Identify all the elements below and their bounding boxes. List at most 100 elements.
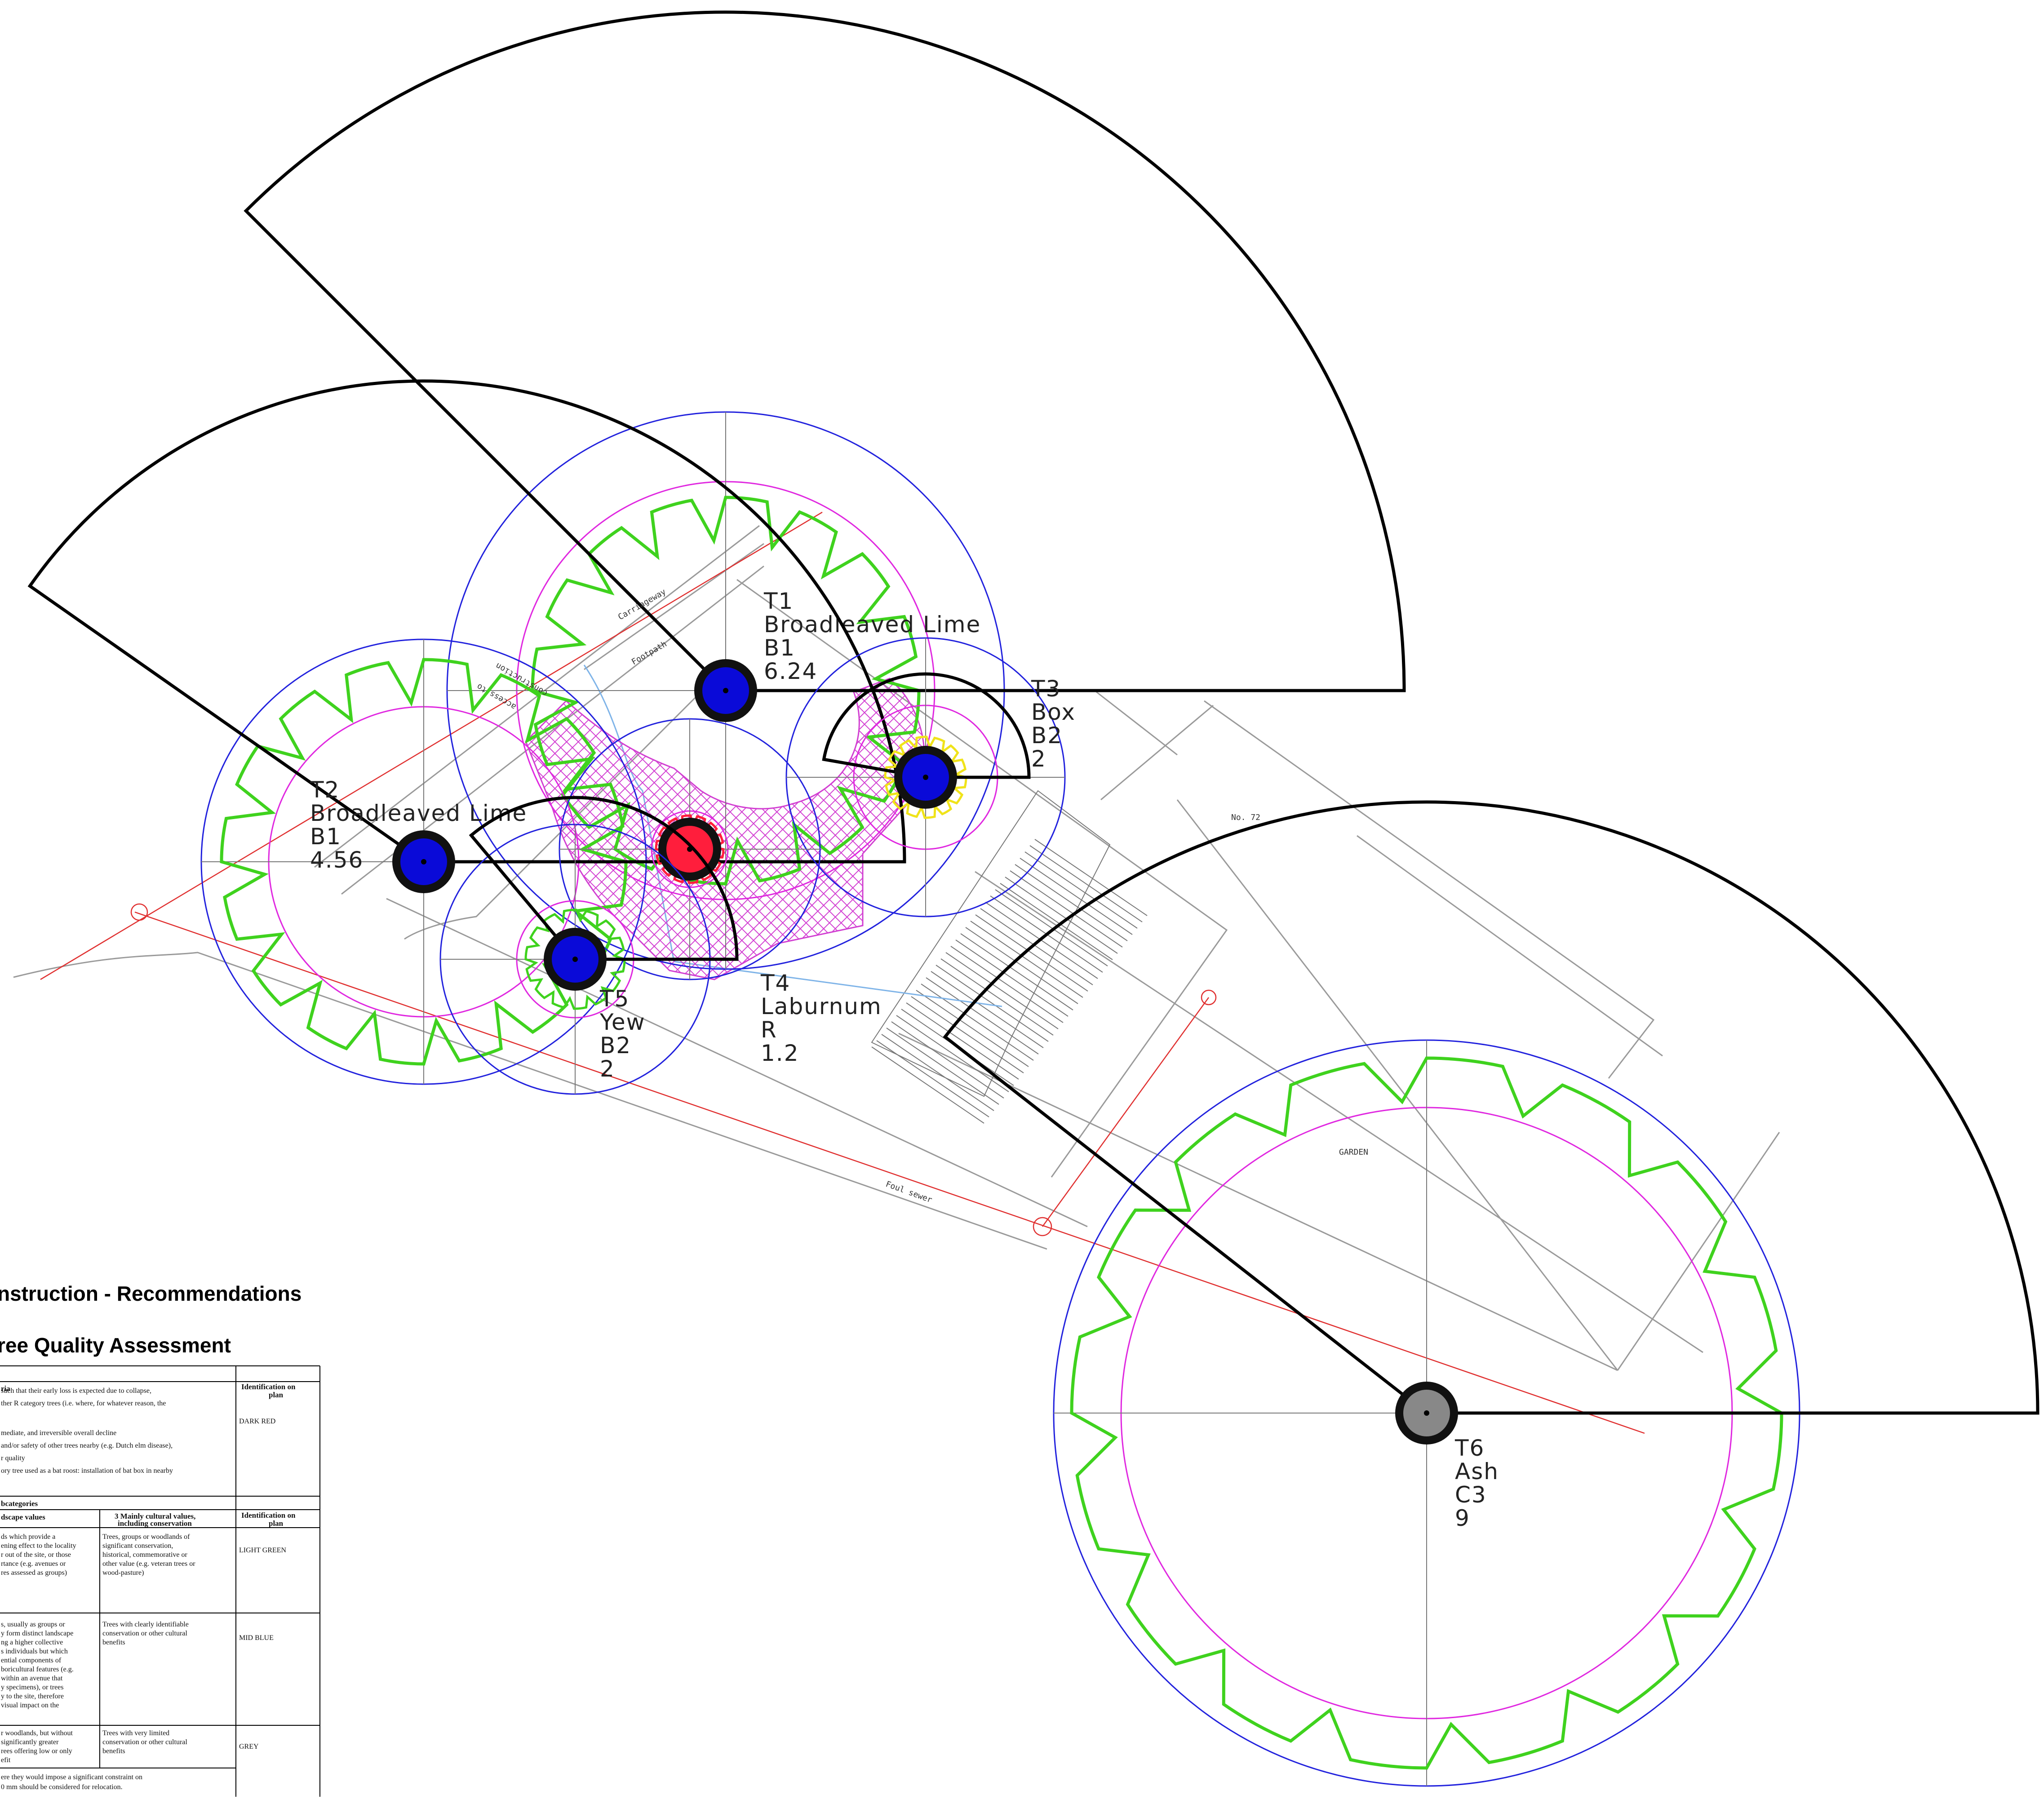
- service-lines: [40, 511, 1645, 1434]
- tree-label-id: T6: [1454, 1435, 1485, 1461]
- footpath-label: Footpath: [630, 639, 669, 667]
- row-0-id: LIGHT GREEN: [239, 1546, 286, 1554]
- col2-header: dscape values: [1, 1513, 45, 1521]
- site-linework: [13, 525, 1780, 1371]
- row-2-id: GREY: [239, 1743, 259, 1750]
- row-1-col2-line: within an avenue that: [1, 1675, 63, 1682]
- tree-label-id: T5: [599, 986, 630, 1012]
- r-id: DARK RED: [239, 1418, 275, 1425]
- tree-label-id: T4: [760, 970, 790, 996]
- row-2-col2-line: efit: [1, 1756, 11, 1764]
- tree-label-category: B2: [1031, 722, 1063, 749]
- tree-label-category: B1: [764, 635, 795, 661]
- garden-label: GARDEN: [1339, 1148, 1368, 1157]
- r-criteria-line: mediate, and irreversible overall declin…: [1, 1429, 116, 1437]
- footer-line: 0 mm should be considered for relocation…: [1, 1783, 123, 1791]
- tree-label-value: 4.56: [310, 847, 364, 873]
- row-1-col2-line: s, usually as groups or: [1, 1621, 65, 1628]
- tree-label-category: C3: [1455, 1482, 1487, 1508]
- tree-label-category: B1: [310, 824, 341, 850]
- footer-line: ere they would impose a significant cons…: [1, 1773, 142, 1781]
- row-1-col2-line: visual impact on the: [1, 1702, 59, 1709]
- row-2-col3-line: conservation or other cultural: [102, 1738, 187, 1746]
- row-1-col2-line: y form distinct landscape: [1, 1630, 73, 1637]
- row-0-col2-line: ds which provide a: [1, 1533, 55, 1541]
- tree-label-id: T1: [763, 588, 794, 614]
- tree-label-value: 2: [1031, 746, 1046, 772]
- r-criteria-line: r quality: [1, 1454, 25, 1462]
- row-1-col3-line: Trees with clearly identifiable: [102, 1621, 189, 1628]
- id-header-2a: Identification on: [241, 1511, 296, 1520]
- row-1-col2-line: ential components of: [1, 1657, 62, 1664]
- tree-label-value: 9: [1455, 1505, 1470, 1531]
- r-criteria-lines: such that their early loss is expected d…: [1, 1387, 173, 1475]
- row-0-col3-line: wood-pasture): [102, 1569, 144, 1577]
- row-0-col3-line: significant conservation,: [102, 1542, 173, 1550]
- tree-label-species: Laburnum: [761, 993, 882, 1019]
- row-1-col2-line: s individuals but which: [1, 1648, 68, 1655]
- no72-label: No. 72: [1231, 813, 1260, 822]
- tree-label-value: 2: [600, 1056, 615, 1082]
- id-header-2b: plan: [269, 1519, 284, 1528]
- tree-label-species: Yew: [599, 1009, 646, 1035]
- id-header-1a: Identification on: [241, 1382, 296, 1391]
- row-0-col3-line: Trees, groups or woodlands of: [102, 1533, 190, 1541]
- tree-label-species: Broadleaved Lime: [764, 611, 981, 638]
- shading-arc: [244, 10, 1406, 692]
- shading-arc: [822, 672, 1031, 779]
- row-1-col2-line: y to the site, therefore: [1, 1693, 64, 1700]
- row-2-col2-line: r woodlands, but without: [1, 1729, 73, 1737]
- row-0-col3-line: other value (e.g. veteran trees or: [102, 1560, 195, 1568]
- row-2-col3-line: benefits: [102, 1747, 125, 1755]
- row-0-col2-line: r out of the site, or those: [1, 1551, 71, 1559]
- tree-label-category: R: [761, 1017, 777, 1043]
- row-1-col3-line: conservation or other cultural: [102, 1630, 187, 1637]
- tree-label-id: T3: [1031, 676, 1061, 702]
- shading-arc: [27, 379, 906, 864]
- r-criteria-line: and/or safety of other trees nearby (e.g…: [1, 1442, 173, 1449]
- construction-label: construction: [494, 661, 549, 698]
- criteria-header: ria: [1, 1384, 10, 1393]
- tree-label-value: 1.2: [761, 1040, 799, 1066]
- canopy-outline: [1070, 1056, 1783, 1770]
- row-1-col2-line: y specimens), or trees: [1, 1684, 64, 1691]
- hatch-outline: [871, 790, 1111, 1097]
- r-criteria-line: such that their early loss is expected d…: [1, 1387, 151, 1395]
- quality-table: ria Identification on plan DARK RED such…: [0, 1365, 320, 1797]
- hatched-area: [871, 790, 1148, 1124]
- stem-center: [421, 859, 426, 864]
- r-criteria-line: ory tree used as a bat roost: installati…: [1, 1467, 173, 1475]
- row-0-col2-line: rtance (e.g. avenues or: [1, 1560, 66, 1568]
- r-criteria-line: ther R category trees (i.e. where, for w…: [1, 1400, 166, 1407]
- row-1-id: MID BLUE: [239, 1634, 274, 1642]
- row-0-col3-line: historical, commemorative or: [102, 1551, 188, 1559]
- row-1-col3-line: benefits: [102, 1639, 125, 1646]
- tree-label-species: Ash: [1455, 1458, 1499, 1484]
- col3-header-a: 3 Mainly cultural values,: [115, 1512, 195, 1520]
- subcategories-header: bcategories: [1, 1499, 38, 1508]
- row-2-col2-line: rees offering low or only: [1, 1747, 72, 1755]
- stem-center: [1424, 1410, 1429, 1416]
- tree-label-category: B2: [600, 1032, 631, 1059]
- canopy-outline: [220, 658, 628, 1066]
- row-0-col2-line: res assessed as groups): [1, 1569, 67, 1577]
- tree-label-species: Box: [1031, 699, 1076, 725]
- tree-label-value: 6.24: [764, 658, 817, 684]
- stem-center: [572, 957, 578, 962]
- stem-center: [723, 688, 728, 693]
- col3-header-b: including conservation: [118, 1519, 192, 1528]
- shading-arc: [943, 800, 2040, 1415]
- row-2-col2-line: significantly greater: [1, 1738, 59, 1746]
- tree-label-id: T2: [310, 777, 340, 803]
- row-1-col2-line: boricultural features (e.g.: [1, 1666, 74, 1673]
- recommendations-heading: nstruction - Recommendations: [0, 1282, 302, 1305]
- assessment-heading: ree Quality Assessment: [0, 1334, 231, 1357]
